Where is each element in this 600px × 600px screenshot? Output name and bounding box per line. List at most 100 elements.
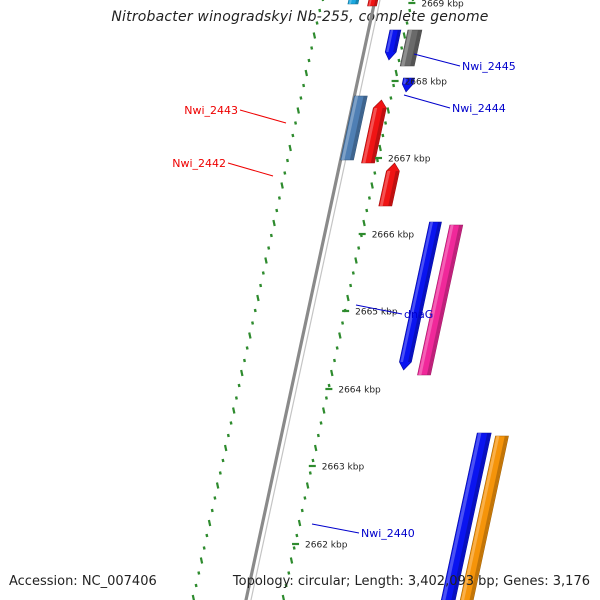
guide-dot-left	[283, 171, 287, 175]
kbp-tick-label: 2666 kbp	[372, 231, 415, 241]
gene-blue-2445	[384, 29, 402, 61]
guide-dot-left	[226, 433, 230, 438]
guide-dot-left	[199, 557, 204, 564]
guide-dot-left	[191, 594, 195, 600]
guide-dot-right	[386, 107, 390, 114]
gene-label[interactable]: dnaG	[404, 308, 433, 321]
guide-dot-right	[411, 0, 415, 2]
guide-dot-right	[335, 346, 339, 350]
kbp-tick-label: 2668 kbp	[405, 78, 448, 88]
guide-dot-right	[349, 283, 353, 288]
guide-dot-left	[202, 546, 206, 550]
gene-label[interactable]: Nwi_2440	[361, 527, 415, 540]
gene-label[interactable]: Nwi_2444	[452, 102, 506, 115]
guide-dot-left	[315, 21, 319, 25]
gene-labels: Nwi_2443 Nwi_2442 Nwi_2445 Nwi_2444 dnaG Nwi_…	[172, 53, 516, 540]
guide-dot-left	[304, 69, 309, 77]
guide-dot-right	[313, 444, 318, 452]
guide-dot-right	[292, 546, 296, 550]
guide-dot-right	[394, 69, 399, 77]
guide-dot-left	[207, 519, 212, 527]
guide-dot-right	[405, 21, 409, 25]
guide-dot-right	[300, 508, 304, 513]
guide-dot-left	[242, 358, 246, 363]
guide-dot-left	[277, 196, 281, 200]
gene-blue-lower	[440, 432, 492, 600]
guide-dot-left	[248, 332, 252, 339]
kbp-tick-label: 2663 kbp	[322, 463, 365, 473]
guide-dot-right	[384, 121, 388, 125]
guide-dot-left	[280, 182, 284, 189]
guide-dot-left	[237, 383, 241, 388]
map-title: Nitrobacter winogradskyi Nb-255, complet…	[111, 9, 489, 25]
label-connector	[311, 523, 360, 534]
kbp-tick-label: 2667 kbp	[388, 155, 431, 165]
guide-dot-left	[215, 482, 220, 489]
guide-dot-right	[316, 433, 320, 438]
label-connector	[403, 94, 451, 109]
accession-text: Accession: NC_007406	[9, 574, 157, 589]
guide-dot-right	[303, 496, 307, 500]
guide-dot-right	[351, 271, 355, 275]
gene-blue-dnag	[399, 221, 442, 371]
guide-dot-left	[229, 421, 233, 425]
guide-dot-right	[392, 83, 396, 88]
guide-dot-right	[373, 171, 377, 175]
guide-dot-right	[289, 557, 294, 564]
guide-dot-right	[297, 519, 302, 527]
gene-nwi-2440	[459, 435, 509, 600]
guide-dot-left	[218, 471, 222, 475]
gene-partial-red	[367, 0, 379, 7]
guide-dot-left	[223, 444, 228, 452]
guide-dot-left	[253, 308, 257, 313]
gene-label[interactable]: Nwi_2443	[184, 104, 238, 117]
guide-dot-right	[378, 144, 382, 152]
guide-dot-left	[275, 208, 279, 213]
guide-dot-right	[370, 182, 374, 189]
guide-dot-right	[365, 208, 369, 213]
guide-dot-left	[288, 144, 292, 152]
guide-dot-left	[285, 158, 289, 163]
guide-dot-right	[305, 482, 310, 489]
guide-dot-right	[295, 533, 299, 538]
guide-dot-left	[245, 346, 249, 350]
guide-dot-right	[308, 471, 312, 475]
guide-dot-right	[362, 219, 366, 227]
guide-dot-right	[354, 257, 358, 264]
gene-nwi-2443	[340, 95, 368, 161]
gene-dnag	[417, 224, 464, 376]
backbone-line	[244, 0, 377, 600]
topology-text: Topology: circular; Length: 3,402,093 bp…	[232, 574, 590, 589]
gene-nwi-2445	[399, 29, 423, 67]
guide-dot-left	[269, 233, 273, 238]
gene-features	[340, 0, 509, 600]
guide-dot-left	[259, 283, 263, 288]
guide-dot-left	[264, 257, 268, 264]
guide-dot-right	[367, 196, 371, 200]
gene-label[interactable]: Nwi_2445	[462, 60, 516, 73]
guide-dot-left	[261, 271, 265, 275]
guide-dot-left	[251, 321, 255, 325]
guide-dot-right	[330, 369, 334, 377]
guide-dot-right	[400, 46, 404, 50]
guide-dot-right	[322, 407, 326, 414]
label-connector	[227, 162, 274, 177]
dotted-guides	[191, 0, 415, 600]
guide-dot-right	[408, 8, 412, 13]
guide-dot-right	[341, 321, 345, 325]
guide-dot-left	[205, 533, 209, 538]
guide-dot-left	[210, 508, 214, 513]
label-connector	[239, 109, 287, 124]
kbp-tick-label: 2662 kbp	[305, 541, 348, 551]
kbp-tick-label: 2664 kbp	[338, 386, 381, 396]
guide-dot-left	[312, 32, 317, 39]
guide-dot-left	[272, 219, 276, 227]
guide-dot-left	[194, 583, 198, 588]
guide-dot-right	[324, 396, 328, 400]
guide-dot-left	[221, 458, 225, 463]
gene-label[interactable]: Nwi_2442	[172, 157, 226, 170]
guide-dot-left	[291, 133, 295, 138]
guide-dot-left	[321, 0, 325, 2]
gene-red-upper	[361, 99, 387, 164]
label-connector	[413, 53, 461, 67]
